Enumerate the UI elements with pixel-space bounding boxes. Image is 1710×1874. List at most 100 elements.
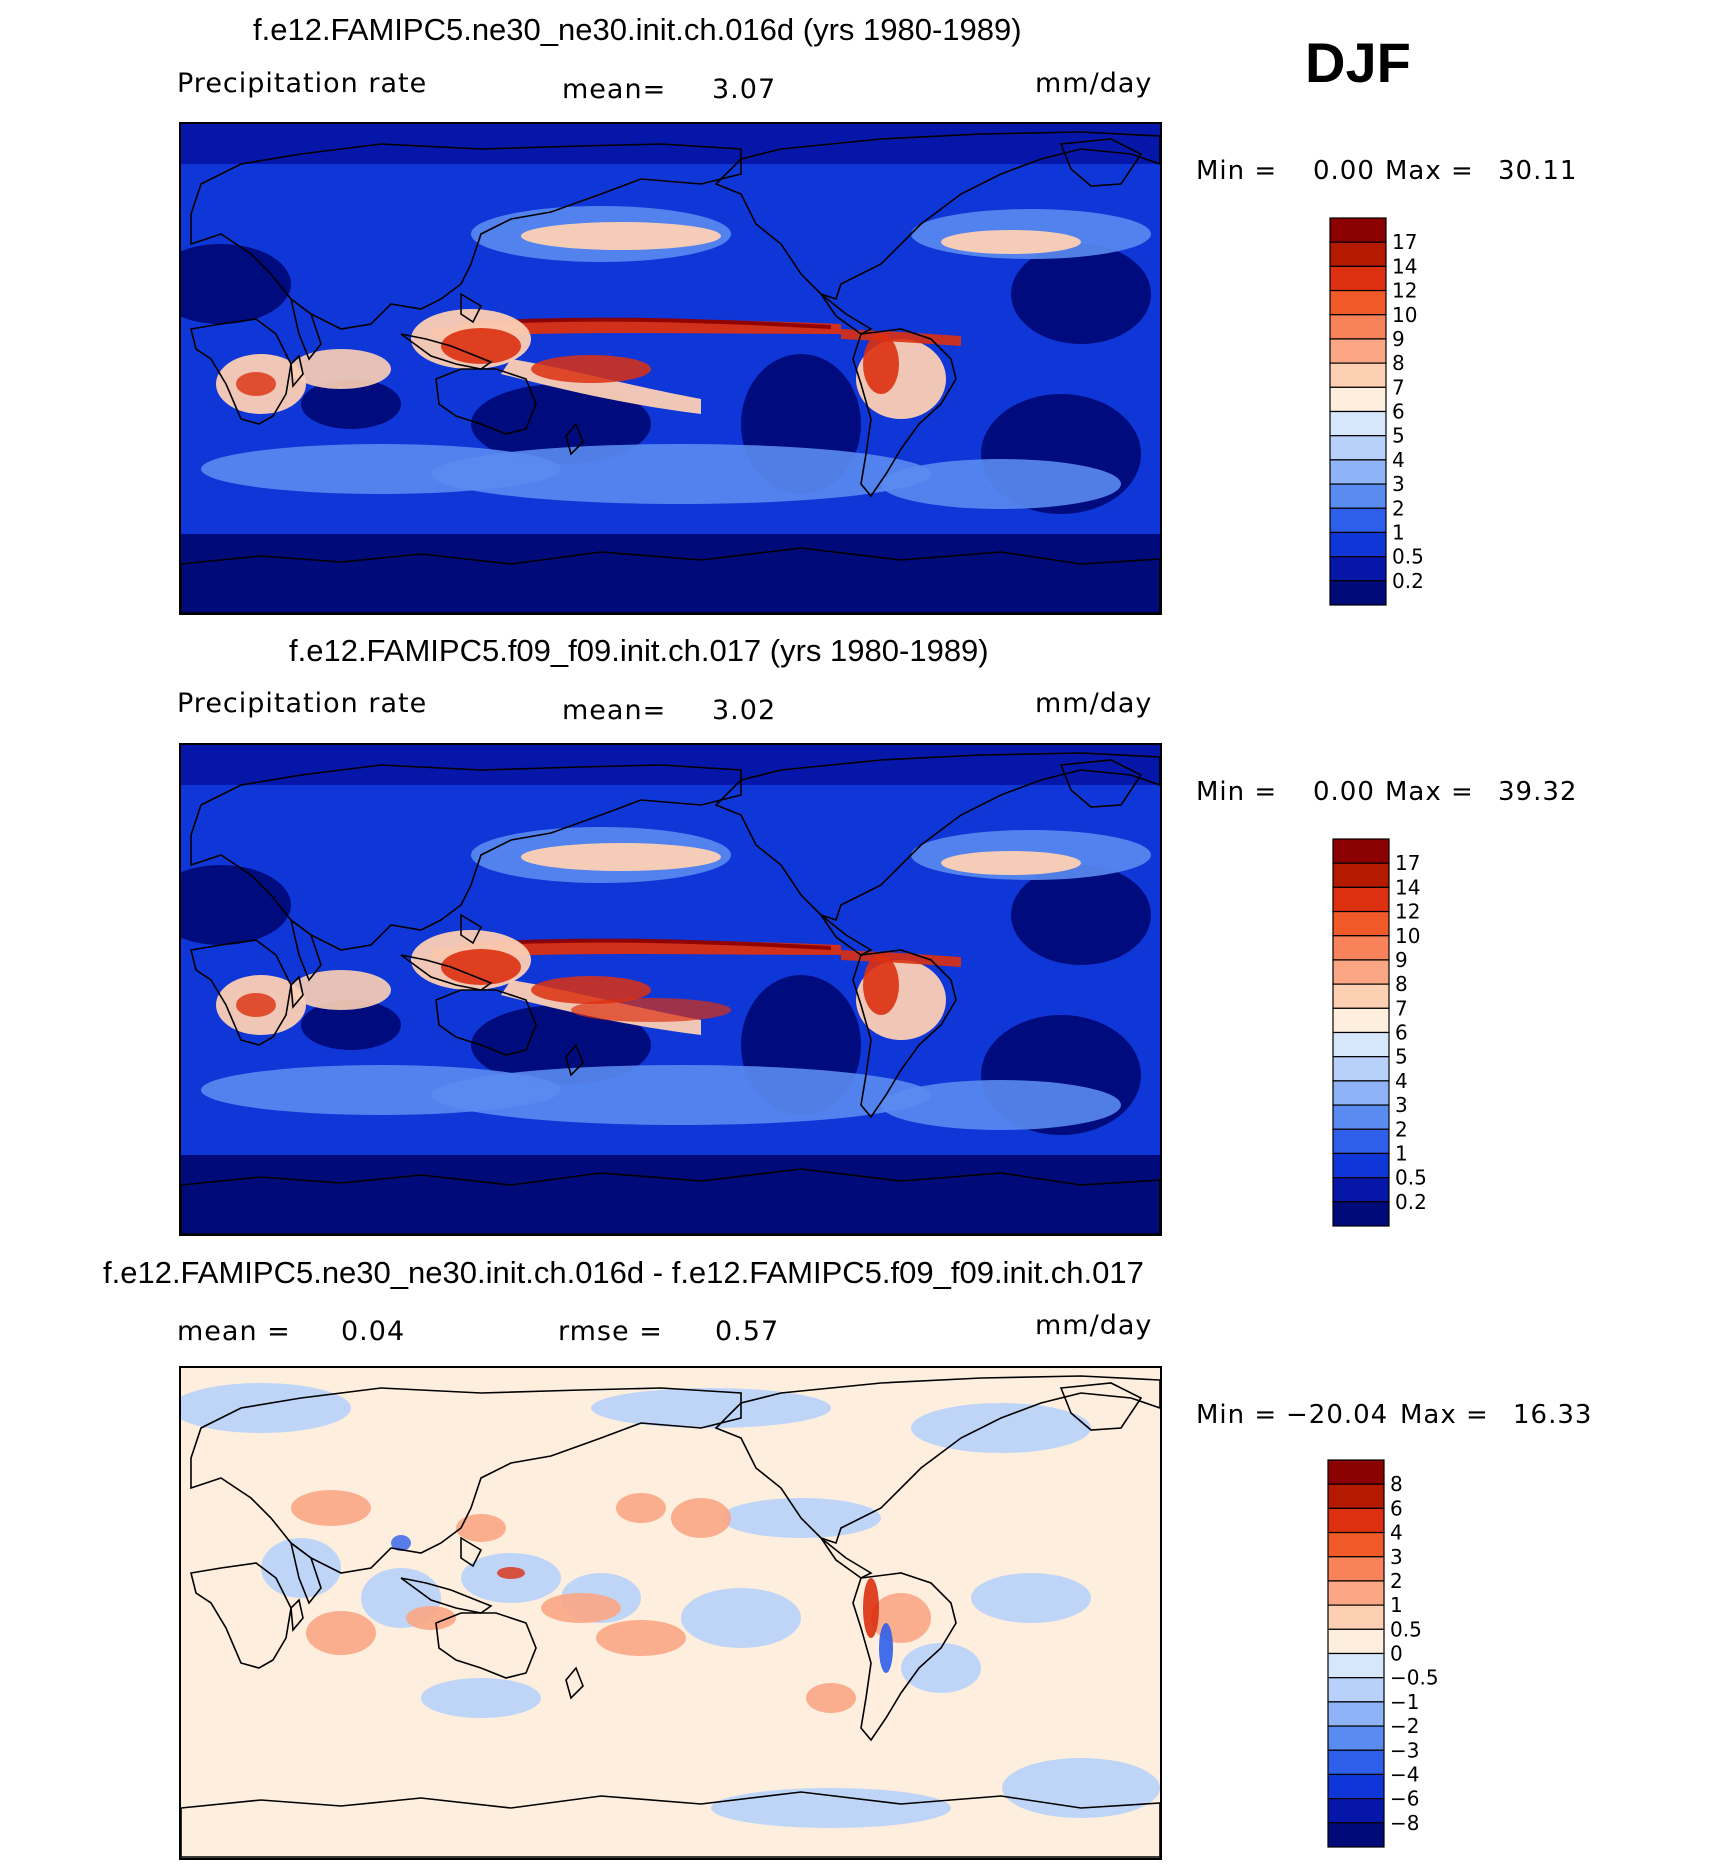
panel-2-max-label: Max = [1385,777,1474,807]
positive-anomaly [406,1606,456,1630]
colorbar-swatch [1332,1128,1390,1155]
indian-ocean-rain [291,970,391,1010]
panel-3-mean-label: mean = [177,1316,291,1347]
colorbar-tick-label: 5 [1392,424,1405,448]
andes-rain [863,955,899,1015]
colorbar-tick-label: 8 [1392,351,1405,375]
storm-track [881,1080,1121,1130]
colorbar-tick-label: −8 [1390,1811,1419,1835]
colorbar-swatch [1332,983,1390,1009]
coastline [435,368,537,435]
colorbar-tick-label: 14 [1392,254,1417,278]
colorbar-swatch [1327,1798,1385,1824]
panel-1-colorbar: 17 14 12 10 9 8 7 6 5 4 3 2 1 0.5 0.2 [1329,217,1424,606]
season-label: DJF [1305,31,1411,94]
negative-anomaly [591,1388,831,1428]
coastline [435,989,537,1056]
colorbar-tick-label: −2 [1390,1714,1419,1738]
colorbar-tick-label: −3 [1390,1738,1419,1762]
colorbar-tick-label: 2 [1395,1117,1408,1141]
coastline [565,1043,584,1077]
panel-3-max-label: Max = [1400,1400,1489,1430]
panel-2-max-value: 39.32 [1498,777,1578,807]
panel-2-title: f.e12.FAMIPC5.f09_f09.init.ch.017 (yrs 1… [289,633,989,668]
colorbar-swatch [1327,1677,1385,1703]
coastline [289,918,322,982]
colorbar-tick-label: 6 [1390,1496,1403,1520]
coastline [190,318,292,425]
coastline [181,1791,1160,1858]
colorbar-tick-label: 17 [1395,851,1420,875]
colorbar-swatch [1329,459,1387,485]
colorbar-tick-label: 14 [1395,875,1420,899]
coastline [852,1572,957,1742]
dry-region [301,1000,401,1050]
coastline [460,292,483,324]
coastline [400,333,493,370]
colorbar-tick-label: 9 [1395,948,1408,972]
colorbar-swatch [1332,1104,1390,1130]
colorbar-swatch [1327,1749,1385,1776]
colorbar-swatch [1332,886,1390,913]
colorbar-swatch [1332,1056,1390,1082]
colorbar-tick-label: 8 [1395,972,1408,996]
spcz-core-extended [571,998,731,1022]
panel-1-map-field [181,124,1160,613]
coastline [460,913,483,945]
coastline [460,1536,483,1568]
coastline [820,914,873,956]
colorbar-tick-label: 17 [1392,230,1417,254]
coastline [400,954,493,991]
panel-1-max-label: Max = [1385,156,1474,186]
colorbar-swatch [1332,935,1390,961]
panel-1-mean-value: 3.07 [712,74,777,105]
panel-3-min-value: −20.04 [1286,1400,1389,1430]
negative-anomaly-core [391,1535,411,1551]
colorbar-swatch [1327,1773,1385,1800]
colorbar-swatch [1332,1007,1390,1034]
colorbar-swatch [1327,1483,1385,1509]
colorbar-swatch [1332,862,1390,888]
storm-track [201,1065,561,1115]
colorbar-swatch [1329,386,1387,413]
panel-3-max-value: 16.33 [1513,1400,1593,1430]
panel-3-colorbar: 8 6 4 3 2 1 0.5 0 −0.5 −1 −2 −3 −4 −6 −8 [1327,1459,1439,1848]
panel-3-rmse-label: rmse = [558,1316,663,1347]
coastline [820,293,873,335]
colorbar-tick-label: −4 [1390,1762,1419,1786]
coastline [852,949,957,1119]
coastline [435,1612,537,1679]
storm-track-core [521,222,721,250]
coastline [289,1541,322,1605]
colorbar-swatch [1329,289,1387,316]
colorbar-tick-label: 4 [1392,448,1405,472]
colorbar-swatch [1332,959,1390,985]
storm-track [431,444,931,504]
panel-1-max-value: 30.11 [1498,156,1578,186]
dry-region [181,865,291,945]
panel-2-mean-value: 3.02 [712,695,777,726]
negative-anomaly [911,1403,1091,1453]
colorbar-tick-label: 3 [1392,472,1405,496]
colorbar-swatch [1329,435,1387,461]
colorbar-swatch [1329,217,1387,243]
dry-region [471,1005,651,1085]
field-band [181,534,1160,613]
negative-anomaly [181,1383,351,1433]
coastline [290,1598,304,1632]
coastline [565,1666,584,1700]
colorbar-tick-label: 12 [1392,279,1417,303]
panel-2-units: mm/day [1035,688,1153,719]
africa-rain-core [236,993,276,1017]
panel-2-min-value: 0.00 [1313,777,1375,807]
colorbar-tick-label: 0.2 [1392,569,1424,593]
colorbar-swatch [1329,241,1387,267]
colorbar-swatch [1332,1080,1390,1106]
colorbar-tick-label: 4 [1390,1521,1403,1545]
colorbar-tick-label: −1 [1390,1690,1419,1714]
positive-anomaly [596,1620,686,1656]
spcz-core [531,355,651,383]
panel-3-map-field [181,1368,1160,1858]
